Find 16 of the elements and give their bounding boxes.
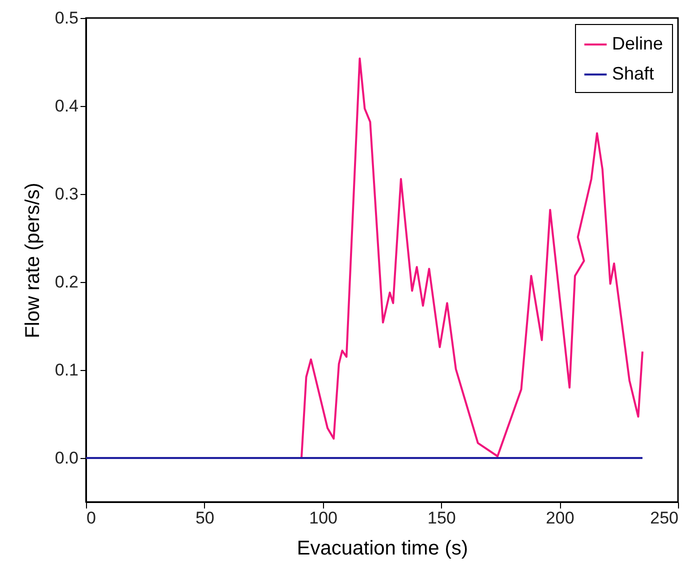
x-tick-label: 0	[86, 508, 96, 528]
legend-label: Shaft	[612, 64, 654, 84]
x-tick-label: 150	[428, 508, 456, 528]
x-tick-label: 50	[195, 508, 214, 528]
x-tick-label: 200	[546, 508, 574, 528]
y-tick-label: 0.1	[54, 360, 78, 380]
x-tick-label: 250	[650, 508, 678, 528]
x-axis-title: Evacuation time (s)	[296, 538, 468, 560]
y-tick-label: 0.2	[54, 272, 78, 292]
y-tick-label: 0.4	[54, 96, 78, 116]
y-tick-label: 0.0	[54, 448, 78, 468]
legend-label: Deline	[612, 34, 664, 54]
y-tick-label: 0.3	[54, 184, 78, 204]
y-tick-label: 0.5	[54, 8, 78, 28]
x-tick-label: 100	[309, 508, 338, 528]
y-axis-title: Flow rate (pers/s)	[22, 182, 44, 338]
